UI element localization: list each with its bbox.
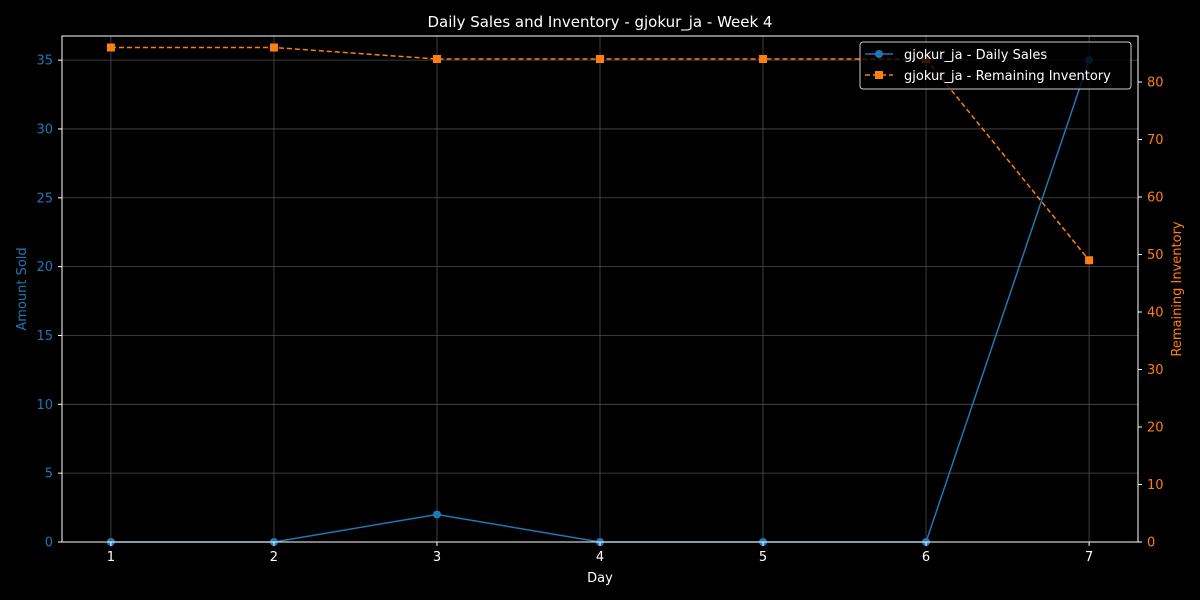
- y-left-tick-label: 20: [36, 260, 53, 275]
- y-right-tick-label: 0: [1147, 536, 1155, 551]
- x-tick-label: 5: [759, 550, 767, 565]
- x-tick-label: 4: [596, 550, 604, 565]
- x-tick-label: 2: [270, 550, 278, 565]
- inventory-point: [106, 43, 115, 52]
- y-left-tick-label: 15: [36, 329, 53, 344]
- x-tick-label: 3: [433, 550, 441, 565]
- legend-label-sales: gjokur_ja - Daily Sales: [904, 48, 1047, 63]
- chart-title: Daily Sales and Inventory - gjokur_ja - …: [428, 13, 773, 32]
- sales-point: [432, 510, 441, 519]
- y-right-tick-label: 20: [1147, 421, 1164, 436]
- y-left-tick-label: 35: [36, 54, 53, 69]
- y-left-tick-label: 5: [45, 467, 53, 482]
- legend-marker-inventory: [875, 71, 883, 79]
- y-right-tick-label: 80: [1147, 76, 1164, 91]
- x-tick-label: 1: [107, 550, 115, 565]
- inventory-point: [596, 55, 604, 63]
- x-tick-label: 6: [922, 550, 930, 565]
- y-right-axis-title: Remaining Inventory: [1170, 221, 1185, 357]
- y-left-tick-label: 30: [36, 122, 53, 137]
- y-right-tick-label: 40: [1147, 306, 1164, 321]
- legend: gjokur_ja - Daily Sales gjokur_ja - Rema…: [859, 41, 1132, 90]
- y-right-tick-label: 50: [1147, 248, 1164, 263]
- legend-label-inventory: gjokur_ja - Remaining Inventory: [904, 69, 1111, 84]
- y-right-tick-label: 10: [1147, 478, 1164, 493]
- x-tick-label: 7: [1085, 550, 1093, 565]
- y-left-tick-label: 0: [45, 536, 53, 551]
- inventory-point: [1085, 256, 1094, 265]
- y-left-axis-title: Amount Sold: [15, 247, 30, 330]
- y-right-tick-label: 60: [1147, 191, 1164, 206]
- y-right-tick-label: 70: [1147, 133, 1164, 148]
- inventory-point: [759, 55, 768, 63]
- legend-box: [859, 41, 1132, 90]
- legend-marker-sales: [875, 50, 883, 58]
- y-left-tick-label: 10: [36, 398, 53, 413]
- x-axis-title: Day: [587, 571, 613, 586]
- y-right-tick-label: 30: [1147, 363, 1164, 378]
- y-left-tick-label: 25: [36, 191, 53, 206]
- inventory-point: [269, 43, 278, 52]
- inventory-point: [432, 55, 441, 63]
